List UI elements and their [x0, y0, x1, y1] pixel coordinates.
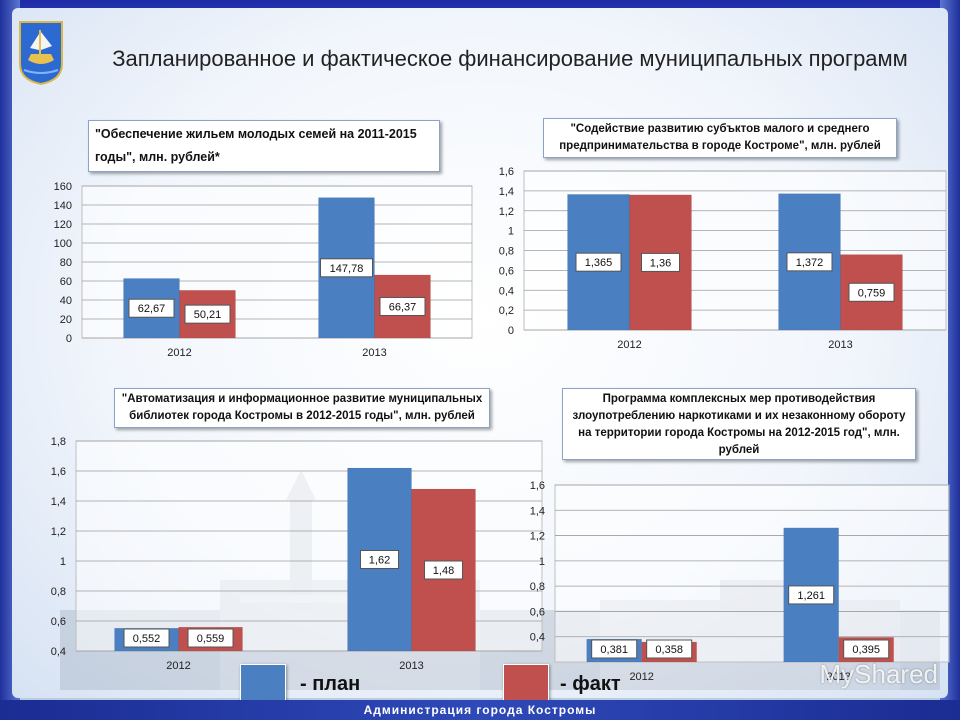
data-label-box	[187, 628, 234, 648]
data-label-box	[641, 252, 680, 272]
plot-area	[554, 484, 950, 663]
y-tick-label: 1,2	[530, 531, 545, 543]
y-tick-label: 0,2	[499, 305, 514, 317]
y-tick-label: 40	[60, 295, 72, 307]
y-tick-label: 20	[60, 314, 72, 326]
y-tick-label: 0,6	[51, 616, 66, 628]
y-tick-label: 60	[60, 276, 72, 288]
legend-plan-label: - план	[300, 673, 361, 695]
y-tick-label: 1,4	[499, 186, 514, 198]
y-tick-label: 1,6	[51, 466, 66, 478]
data-label-box	[848, 282, 895, 302]
chart-anti-drug-program: 0,4 0,6 0,8 1 1,2 1,4 1,6 0,381 0,358 2012 1,261 0,…	[530, 480, 950, 683]
data-label: 1,372	[796, 257, 824, 269]
data-label-box	[379, 296, 426, 316]
data-label: 1,62	[369, 555, 390, 567]
y-tick-label: 0,6	[530, 606, 545, 618]
x-category-label: 2012	[629, 671, 653, 683]
data-label-box	[424, 560, 464, 580]
x-category-label: 2013	[362, 347, 386, 359]
data-label: 0,381	[600, 644, 628, 656]
y-tick-label: 1,6	[499, 166, 514, 178]
x-category-label: 2013	[826, 671, 850, 683]
chart-small-business-support: 0 0,2 0,4 0,6 0,8 1 1,2 1,4 1,6 1,365 1,36 2012 1,37…	[499, 166, 947, 351]
data-label: 1,48	[433, 565, 454, 577]
y-tick-label: 0,4	[499, 285, 514, 297]
data-label: 1,365	[585, 257, 613, 269]
page-title: Запланированное и фактическое финансиров…	[112, 46, 908, 71]
watermark-text: MyShared	[819, 659, 939, 689]
y-tick-label: 0,8	[51, 586, 66, 598]
data-label-box	[843, 639, 890, 659]
y-tick-label: 100	[54, 238, 72, 250]
footer-bar: Администрация города Костромы	[0, 700, 960, 720]
data-label-box	[646, 639, 693, 659]
data-label: 50,21	[194, 309, 222, 321]
bar-plan-2013	[347, 467, 412, 652]
y-tick-label: 1,8	[51, 436, 66, 448]
y-tick-label: 1,2	[499, 206, 514, 218]
chart-3-title: "Автоматизация и информационное развитие…	[114, 388, 490, 428]
data-label-box	[320, 258, 373, 278]
data-label: 147,78	[330, 263, 364, 275]
chart-housing-young-families: 0 20 40 60 80 100 120 140 160 62,67 50,21 2012 147,7…	[54, 181, 473, 359]
x-category-label: 2013	[828, 339, 852, 351]
y-tick-label: 0	[66, 333, 72, 345]
data-label: 0,552	[133, 633, 161, 645]
data-label-box	[360, 550, 400, 569]
y-tick-label: 0,4	[530, 632, 545, 644]
data-label-box	[184, 304, 231, 324]
city-coat-of-arms-icon	[19, 21, 63, 86]
legend-plan-swatch	[240, 664, 286, 704]
y-tick-label: 1	[60, 556, 66, 568]
data-label: 0,395	[852, 644, 880, 656]
x-category-label: 2013	[399, 660, 423, 672]
y-tick-label: 1,2	[51, 526, 66, 538]
x-category-label: 2012	[167, 347, 191, 359]
data-label: 1,261	[797, 590, 825, 602]
x-category-label: 2012	[166, 660, 190, 672]
data-label-box	[128, 298, 175, 318]
data-label-box	[575, 252, 622, 272]
data-label: 1,36	[650, 257, 671, 269]
x-category-label: 2012	[617, 339, 641, 351]
y-tick-label: 1	[539, 556, 545, 568]
data-label: 62,67	[138, 303, 166, 315]
chart-2-title: "Содействие развитию субъктов малого и с…	[543, 118, 897, 158]
y-tick-label: 0,8	[530, 581, 545, 593]
chart-4-title: Программа комплексных мер противодействи…	[562, 388, 916, 460]
y-tick-label: 1	[508, 226, 514, 238]
y-tick-label: 0,4	[51, 646, 66, 658]
y-tick-label: 1,4	[51, 496, 66, 508]
data-label-box	[123, 628, 170, 648]
y-tick-label: 0,6	[499, 265, 514, 277]
y-tick-label: 0,8	[499, 246, 514, 258]
data-label: 0,358	[655, 644, 683, 656]
y-tick-label: 1,6	[530, 480, 545, 492]
y-tick-label: 120	[54, 219, 72, 231]
y-tick-label: 0	[508, 325, 514, 337]
legend-fact-label: - факт	[560, 673, 621, 695]
chart-library-automation: 0,40,60,811,21,41,61,80,552 0,55920121,62…	[51, 436, 543, 672]
data-label-box	[788, 585, 835, 605]
chart-1-title: "Обеспечение жильем молодых семей на 201…	[88, 120, 440, 172]
data-label: 66,37	[389, 301, 417, 313]
legend-fact-swatch	[503, 664, 549, 704]
y-tick-label: 160	[54, 181, 72, 193]
data-label-box	[591, 639, 638, 659]
data-label: 0,759	[858, 287, 886, 299]
y-tick-label: 1,4	[530, 505, 545, 517]
data-label: 0,559	[197, 633, 225, 645]
data-label-box	[786, 252, 833, 272]
y-tick-label: 80	[60, 257, 72, 269]
y-tick-label: 140	[54, 200, 72, 212]
